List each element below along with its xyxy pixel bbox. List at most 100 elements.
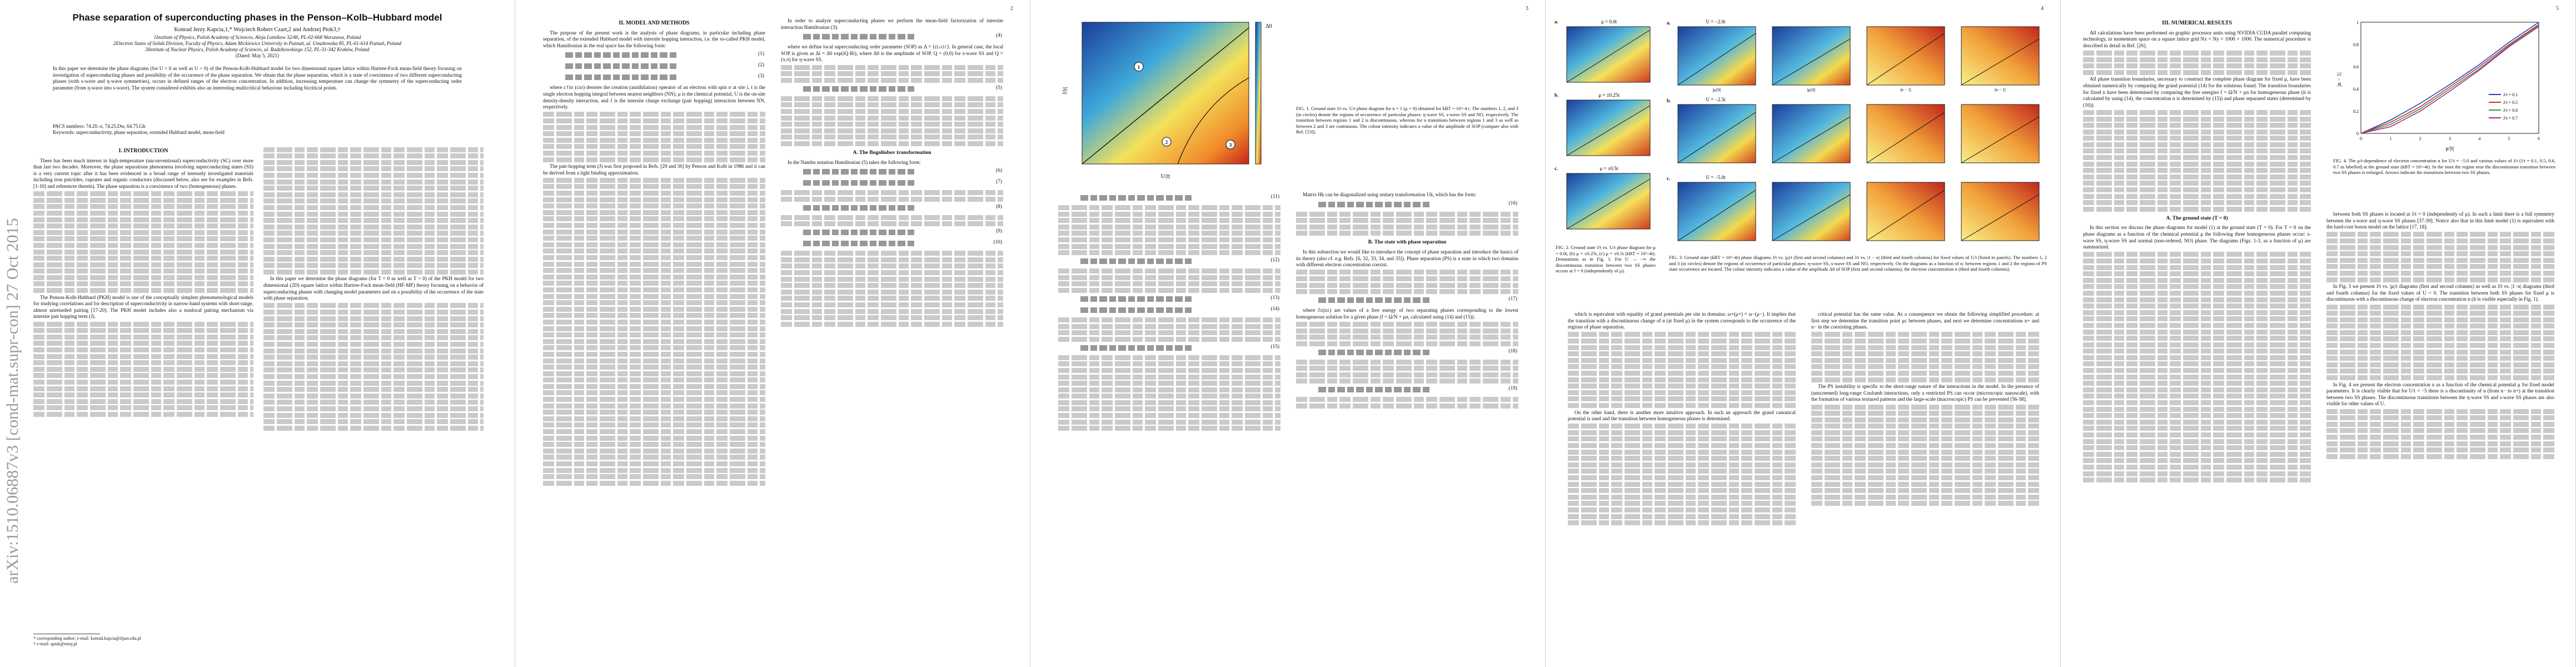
paragraph: critical potential has the same value. A…	[1811, 311, 2039, 330]
y-axis-label: |n − 1|	[2336, 73, 2343, 87]
column-5-left: III. NUMERICAL RESULTS All calculations …	[2083, 18, 2311, 657]
paragraph: In Fig. 3 we present J/t vs. |μ|/t diagr…	[2326, 283, 2554, 302]
svg-text:μ = 0.0t: μ = 0.0t	[1601, 19, 1617, 24]
legend-entry: J/t = 0.6	[2503, 108, 2518, 113]
footnote-2: † e-mail: aptok@mmj.pl	[33, 641, 77, 646]
series-line	[2360, 25, 2539, 134]
figure-4-caption: FIG. 4. The μ/t-dependence of electron c…	[2333, 158, 2555, 176]
paragraph: Matrix Hk can be diagonalized using unit…	[1303, 192, 1477, 197]
paragraph: The pair-hopping term (J) was first prop…	[543, 163, 765, 176]
svg-text:b.: b.	[1554, 92, 1558, 98]
paragraph: The PS instability is specific to the sh…	[1811, 384, 2039, 402]
paragraph: In this paper we determine the phase dia…	[263, 276, 484, 301]
page-3: 3 1 2	[1030, 0, 1546, 667]
paragraph: between both SS phases is located at J/t…	[2326, 211, 2554, 230]
svg-text:|μ|/|t|: |μ|/|t|	[1712, 87, 1721, 92]
column-5-right: between both SS phases is located at J/t…	[2326, 211, 2554, 656]
affiliations: 1Institute of Physics, Polish Academy of…	[50, 34, 465, 59]
svg-text:U = −5.0t: U = −5.0t	[1706, 175, 1726, 180]
column-3-right: Matrix Hk can be diagonalized using unit…	[1296, 192, 1518, 659]
figure-3-row-b: b. U = −2.5t	[1667, 97, 2040, 163]
colorbar-label: Δ0	[1265, 23, 1272, 29]
svg-text:a.: a.	[1554, 19, 1558, 24]
svg-text:a.: a.	[1667, 20, 1671, 26]
equation-12: (12)	[1058, 257, 1280, 266]
x-tick-label: 0	[2360, 136, 2362, 141]
region-label: 3	[1229, 142, 1232, 148]
plot-frame	[2360, 22, 2539, 134]
column-1-left: I. INTRODUCTION There has been much inte…	[33, 146, 253, 646]
svg-text:|n − 1|: |n − 1|	[1995, 87, 2006, 92]
legend: J/t = 0.1 J/t = 0.5 J/t = 0.6 J/t = 0.7	[2489, 92, 2518, 121]
figure-1-heatmap: 1 2 3 Δ0 J/|t| U/|t|	[1062, 22, 1272, 180]
y-tick-label: 0.6	[2353, 64, 2359, 69]
svg-text:c.: c.	[1554, 166, 1558, 171]
heading-numerical: III. NUMERICAL RESULTS	[2161, 20, 2233, 26]
x-tick-label: 2	[2419, 136, 2421, 141]
y-axis-label: J/|t|	[1062, 87, 1068, 94]
svg-text:μ = ±0.25t: μ = ±0.25t	[1598, 92, 1620, 98]
figure-2-panel-c: c. μ = ±0.5t	[1554, 166, 1651, 230]
figure-3-caption: FIG. 3. Ground state (kBT = 10^-4t) phas…	[1669, 255, 2047, 272]
paragraph: The purpose of the present work is the a…	[543, 29, 765, 48]
y-tick-label: 1	[2356, 20, 2359, 25]
paragraph: All phase transition boundaries, necessa…	[2083, 76, 2311, 108]
page-4: 4 a. μ = 0.0t	[1546, 0, 2061, 667]
footnotes: * corresponding author; e-mail: konrad.k…	[33, 636, 253, 647]
equation-16: (16)	[1296, 201, 1518, 210]
paragraph: where c†iσ (ciσ) denotes the creation (a…	[543, 84, 765, 110]
x-tick-label: 3	[2449, 136, 2451, 141]
figure-2-panels: a. μ = 0.0t b. μ = ±0.25t c. μ = ±0.5t	[1554, 19, 1651, 230]
y-tick-label: 0	[2356, 131, 2359, 136]
paragraph: In the Nambu notation Hamiltonian (5) ta…	[788, 159, 921, 165]
svg-text:b.: b.	[1667, 98, 1671, 103]
svg-text:U = −2.0t: U = −2.0t	[1706, 19, 1726, 24]
series-lines	[2360, 22, 2539, 134]
y-tick-label: 0.4	[2353, 87, 2359, 92]
heading-state-with-ps: B. The state with phase separation	[1368, 239, 1447, 246]
paragraph: The Penson-Kolb-Hubbard (PKH) model is o…	[33, 294, 253, 320]
arxiv-id: arXiv:1510.06887v3 [cond-mat.supr-con] 2…	[3, 218, 22, 584]
figure-1-caption: FIG. 1. Ground state J/t vs. U/t phase d…	[1296, 106, 1518, 135]
page-2: 2 II. MODEL AND METHODS The purpose of t…	[515, 0, 1030, 667]
paragraph: In this subsection we would like to intr…	[1296, 248, 1518, 268]
legend-entry: J/t = 0.1	[2503, 92, 2518, 97]
footnote-1: * corresponding author; e-mail: konrad.k…	[33, 636, 141, 641]
region-label: 2	[1165, 140, 1168, 145]
equation-10: (10)	[781, 240, 1003, 248]
figure-2-caption: FIG. 2. Ground state J/t vs. U/t phase d…	[1556, 245, 1656, 274]
paper-authors: Konrad Jerzy Kapcia,1,* Wojciech Robert …	[174, 27, 341, 33]
figure-3-row-c: c. U = −5.0t	[1667, 175, 2040, 241]
pacs-numbers: PACS numbers: 74.20.-z, 74.25.Dw, 64.75.…	[53, 123, 146, 129]
x-axis-label: μ/|t|	[2446, 146, 2454, 152]
figure-3: a. U = −2.0t |μ|/|t| |μ|/|t| |n − 1| |n …	[1666, 17, 2049, 250]
legend-entry: J/t = 0.5	[2503, 100, 2518, 105]
column-2-right: In order to analyze superconducting phas…	[781, 18, 1003, 657]
page-number: 2	[1010, 6, 1013, 12]
page-number: 5	[2556, 6, 2559, 12]
region-label: 1	[1138, 64, 1140, 70]
equation-15: (15)	[1058, 344, 1280, 353]
x-axis-label: U/|t|	[1161, 173, 1170, 180]
paragraph: In this section we discuss the phase dia…	[2083, 225, 2311, 250]
paragraph: In order to analyze superconducting phas…	[781, 18, 1003, 30]
equation-13: (13)	[1058, 295, 1280, 304]
x-tick-label: 1	[2389, 136, 2391, 141]
equation-2: (2)	[543, 62, 765, 71]
affiliation-1: 1Institute of Physics, Polish Academy of…	[153, 34, 361, 40]
paragraph: where f±(n±) are values of a free energy…	[1296, 307, 1518, 320]
abstract: In this paper we determine the phase dia…	[53, 66, 462, 91]
column-2-left: II. MODEL AND METHODS The purpose of the…	[543, 18, 765, 657]
column-4-right: critical potential has the same value. A…	[1811, 311, 2039, 656]
heading-bogoliubov: A. The Bogoliubov transformation	[853, 149, 931, 156]
equation-19: (19)	[1296, 386, 1518, 395]
arxiv-watermark: arXiv:1510.06887v3 [cond-mat.supr-con] 2…	[3, 83, 23, 584]
svg-text:|μ|/|t|: |μ|/|t|	[1807, 87, 1815, 92]
y-tick-label: 0.8	[2353, 42, 2359, 47]
heading-ground-state: A. The ground state (T = 0)	[2166, 215, 2228, 221]
page-5: 5 III. NUMERICAL RESULTS All calculation…	[2061, 0, 2576, 667]
figure-1: 1 2 3 Δ0 J/|t| U/|t|	[1055, 17, 1278, 183]
page-number: 3	[1526, 6, 1528, 12]
equation-6: (6)	[781, 168, 1003, 177]
paragraph: which is equivalent with equality of gra…	[1568, 311, 1796, 330]
